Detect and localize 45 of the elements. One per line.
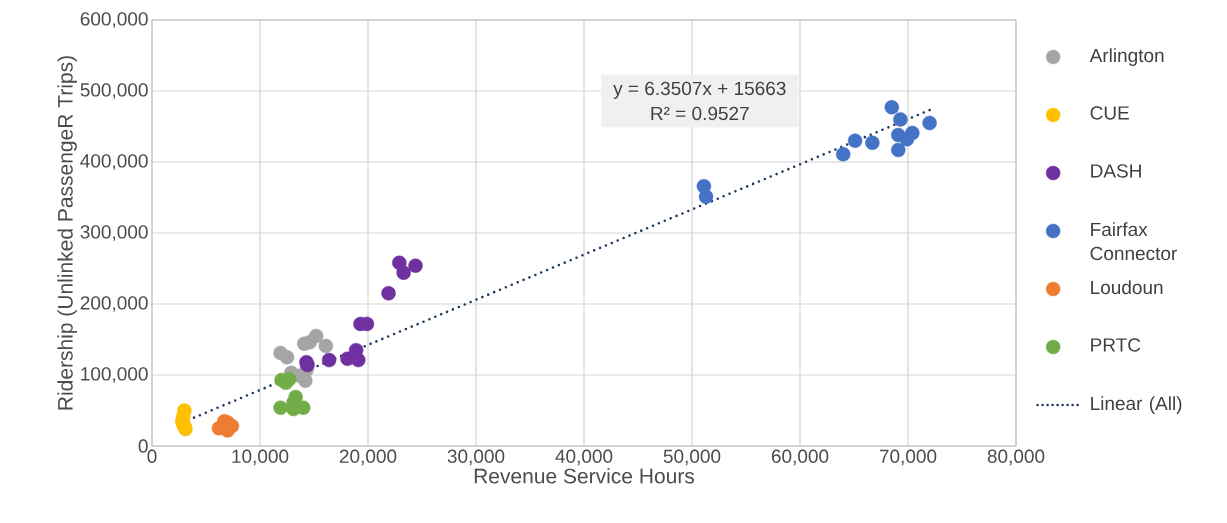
legend-label: Fairfax Connector — [1090, 222, 1177, 261]
point — [905, 125, 920, 141]
point — [922, 115, 937, 131]
point — [884, 100, 899, 115]
legend-label: Arlington — [1089, 48, 1164, 66]
x-tick-label: 80,000 — [987, 449, 1045, 466]
y-tick-label: 0 — [138, 439, 148, 453]
legend-label: PRTC — [1091, 338, 1141, 352]
point — [836, 146, 851, 162]
point — [318, 338, 334, 354]
point — [351, 352, 366, 368]
x-tick-label: 60,000 — [771, 449, 829, 466]
point — [847, 133, 863, 148]
x-tick-label: 10,000 — [232, 449, 289, 466]
point — [408, 258, 423, 273]
x-axis-title: Revenue Service Hours — [474, 468, 695, 484]
x-tick-label: 70,000 — [879, 449, 937, 466]
y-tick-label: 200,000 — [80, 296, 148, 312]
x-tick-label: 0 — [147, 449, 157, 463]
legend-label: DASH — [1091, 164, 1141, 178]
x-tick-label: 20,000 — [339, 449, 397, 466]
y-axis-title: Ridership (Unlinked PassengeR Trips) — [57, 56, 77, 410]
point — [273, 400, 288, 415]
y-tick-label: 600,000 — [80, 12, 148, 28]
legend-label: Linear (All) — [1091, 396, 1182, 414]
point — [396, 265, 411, 280]
x-tick-label: 30,000 — [447, 449, 505, 466]
x-tick-label: 40,000 — [555, 449, 613, 466]
point — [698, 189, 714, 204]
annotation: R² = 0.9527 — [651, 106, 749, 121]
point — [381, 286, 396, 301]
point — [865, 135, 880, 151]
y-tick-label: 500,000 — [80, 83, 148, 99]
x-tick-label: 50,000 — [663, 449, 721, 466]
point — [279, 350, 295, 365]
legend-label: CUE — [1090, 106, 1129, 120]
y-tick-label: 100,000 — [81, 367, 148, 383]
y-tick-label: 300,000 — [80, 225, 148, 241]
point — [321, 352, 337, 368]
legend-label: Loudoun — [1091, 280, 1163, 295]
point — [308, 328, 324, 344]
point — [891, 142, 906, 158]
point — [893, 112, 908, 127]
y-tick-label: 400,000 — [80, 154, 148, 170]
annotation: y = 6.3507x + 15663 — [613, 81, 786, 99]
